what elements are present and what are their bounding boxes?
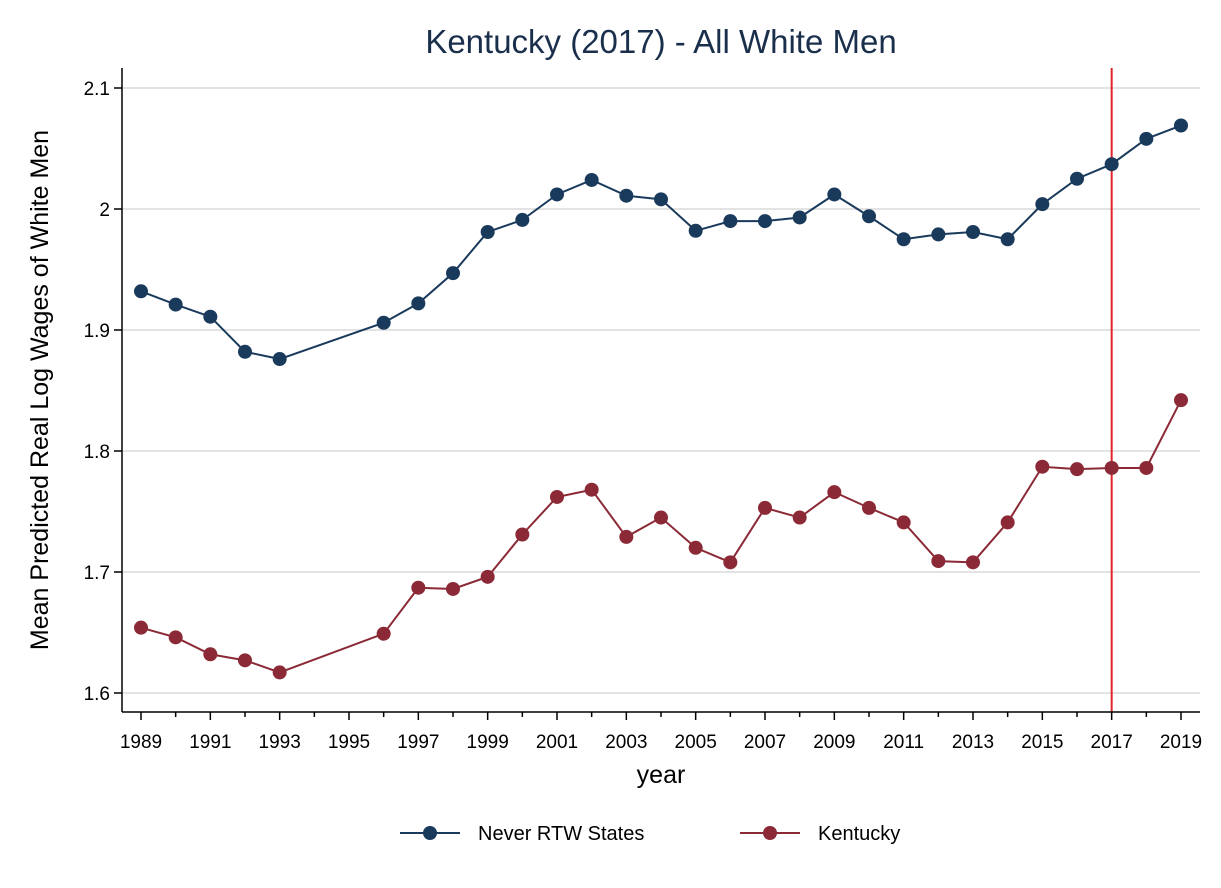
data-point-never-rtw-states xyxy=(272,352,287,367)
series-group xyxy=(134,118,1188,680)
data-point-never-rtw-states xyxy=(827,187,842,202)
data-point-never-rtw-states xyxy=(584,172,599,187)
x-tick-label: 1991 xyxy=(189,732,231,753)
data-point-kentucky xyxy=(168,630,183,645)
y-tick-label: 2.1 xyxy=(84,79,110,100)
y-tick-label: 1.7 xyxy=(84,563,110,584)
data-point-kentucky xyxy=(758,500,772,515)
data-point-never-rtw-states xyxy=(446,266,460,281)
data-point-kentucky xyxy=(238,653,252,668)
legend: Never RTW States Kentucky xyxy=(400,823,900,845)
x-tick-label: 2011 xyxy=(883,732,924,753)
legend-label: Never RTW States xyxy=(478,823,644,845)
y-tick-label: 2 xyxy=(99,200,110,221)
x-tick-label: 1993 xyxy=(259,732,301,753)
data-point-never-rtw-states xyxy=(931,227,946,242)
data-point-kentucky xyxy=(272,665,287,680)
data-point-kentucky xyxy=(376,626,391,641)
data-point-never-rtw-states xyxy=(966,224,980,239)
x-tick-label: 1989 xyxy=(120,732,162,753)
data-point-kentucky xyxy=(896,515,911,530)
data-point-kentucky xyxy=(827,485,842,500)
chart-title: Kentucky (2017) - All White Men xyxy=(425,23,896,60)
data-point-kentucky xyxy=(515,527,530,542)
data-point-never-rtw-states xyxy=(1104,157,1119,172)
y-tick-label: 1.8 xyxy=(84,442,110,463)
y-axis-title: Mean Predicted Real Log Wages of White M… xyxy=(26,130,54,650)
x-tick-label: 1995 xyxy=(328,732,370,753)
data-point-never-rtw-states xyxy=(480,224,495,239)
x-tick-label: 2007 xyxy=(744,732,786,753)
data-point-never-rtw-states xyxy=(376,315,391,330)
data-point-never-rtw-states xyxy=(1139,131,1154,146)
x-tick-label: 1999 xyxy=(467,732,509,753)
data-point-kentucky xyxy=(1070,462,1084,477)
x-tick-label: 2005 xyxy=(675,732,717,753)
data-point-never-rtw-states xyxy=(896,232,911,247)
data-point-kentucky xyxy=(792,510,807,525)
x-axis-title: year xyxy=(637,761,686,789)
data-point-kentucky xyxy=(1139,460,1154,475)
data-point-kentucky xyxy=(931,554,946,569)
data-point-never-rtw-states xyxy=(515,212,530,227)
legend-label: Kentucky xyxy=(818,823,900,845)
data-point-kentucky xyxy=(654,510,668,525)
data-point-kentucky xyxy=(1000,515,1015,530)
x-tick-label: 2013 xyxy=(952,732,994,753)
series-line-never-rtw-states xyxy=(140,124,1182,361)
data-point-never-rtw-states xyxy=(1070,171,1084,186)
data-point-kentucky xyxy=(1035,459,1050,474)
data-point-kentucky xyxy=(1174,393,1188,408)
data-point-never-rtw-states xyxy=(723,214,738,229)
data-point-never-rtw-states xyxy=(1174,118,1188,133)
data-point-kentucky xyxy=(480,569,495,584)
data-point-never-rtw-states xyxy=(134,284,148,299)
data-point-kentucky xyxy=(134,620,148,635)
data-point-never-rtw-states xyxy=(168,297,183,312)
data-point-never-rtw-states xyxy=(238,344,252,359)
data-point-kentucky xyxy=(966,555,980,570)
grid xyxy=(122,87,1200,694)
data-point-never-rtw-states xyxy=(203,309,218,324)
x-tick-label: 2015 xyxy=(1021,732,1063,753)
data-point-never-rtw-states xyxy=(1000,232,1015,247)
data-point-kentucky xyxy=(862,500,876,515)
data-point-never-rtw-states xyxy=(654,192,668,207)
data-point-never-rtw-states xyxy=(792,210,807,225)
data-point-kentucky xyxy=(446,581,460,596)
data-point-never-rtw-states xyxy=(758,214,772,229)
data-point-kentucky xyxy=(688,540,703,555)
data-point-never-rtw-states xyxy=(619,188,634,203)
data-point-never-rtw-states xyxy=(688,223,703,238)
series-line-kentucky xyxy=(140,399,1182,674)
x-tick-label: 2003 xyxy=(605,732,647,753)
data-point-kentucky xyxy=(1104,460,1119,475)
x-tick-label: 2009 xyxy=(813,732,855,753)
data-point-kentucky xyxy=(584,482,599,497)
y-tick-label: 1.9 xyxy=(84,321,110,342)
legend-marker xyxy=(423,826,437,840)
data-point-never-rtw-states xyxy=(550,187,564,202)
data-point-kentucky xyxy=(619,529,634,544)
x-tick-label: 2017 xyxy=(1091,732,1133,753)
axes: 1.6 1.7 1.8 1.9 2 2.1 1989 1991 1993 1995 1997 1999… xyxy=(84,68,1202,753)
data-point-kentucky xyxy=(550,489,564,504)
data-point-never-rtw-states xyxy=(1035,197,1050,212)
y-tick-label: 1.6 xyxy=(84,684,110,705)
x-tick-label: 2001 xyxy=(536,732,578,753)
data-point-never-rtw-states xyxy=(862,209,876,224)
data-point-kentucky xyxy=(203,647,218,662)
data-point-kentucky xyxy=(723,555,738,570)
data-point-never-rtw-states xyxy=(411,296,426,311)
x-tick-label: 1997 xyxy=(397,732,439,753)
x-tick-label: 2019 xyxy=(1160,732,1202,753)
data-point-kentucky xyxy=(411,580,426,595)
legend-marker xyxy=(763,826,777,840)
